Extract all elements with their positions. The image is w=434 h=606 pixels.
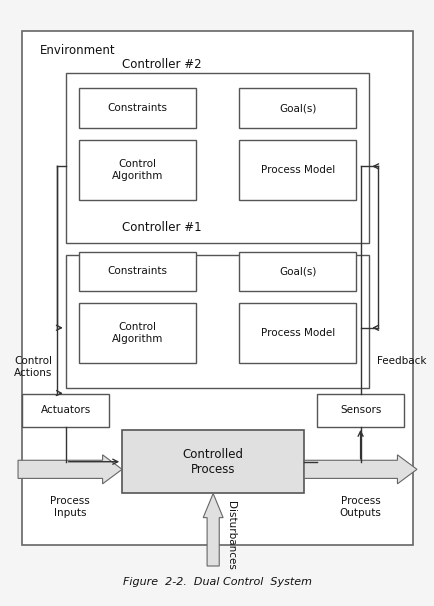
Bar — [316, 394, 403, 427]
Polygon shape — [203, 493, 223, 566]
Text: Feedback: Feedback — [376, 356, 426, 366]
Text: Goal(s): Goal(s) — [278, 103, 316, 113]
Bar — [66, 255, 368, 388]
Text: Goal(s): Goal(s) — [278, 266, 316, 276]
Bar — [239, 88, 355, 128]
Text: Figure  2-2.  Dual Control  System: Figure 2-2. Dual Control System — [123, 577, 311, 587]
Polygon shape — [303, 455, 416, 484]
Text: Control
Algorithm: Control Algorithm — [112, 322, 163, 344]
Bar — [122, 430, 303, 493]
Bar — [66, 73, 368, 242]
Text: Sensors: Sensors — [339, 405, 381, 415]
Text: Disturbances: Disturbances — [226, 501, 236, 570]
Text: Process Model: Process Model — [260, 328, 334, 338]
Polygon shape — [18, 455, 122, 484]
Bar — [79, 251, 195, 291]
Bar — [239, 140, 355, 200]
Text: Controller #1: Controller #1 — [122, 221, 201, 234]
Bar — [239, 303, 355, 364]
Text: Process
Outputs: Process Outputs — [339, 496, 381, 518]
Bar — [79, 303, 195, 364]
Text: Process Model: Process Model — [260, 165, 334, 175]
Text: Controlled
Process: Controlled Process — [182, 448, 243, 476]
Text: Environment: Environment — [39, 44, 115, 57]
Text: Process
Inputs: Process Inputs — [50, 496, 90, 518]
Bar — [22, 31, 412, 545]
Text: Constraints: Constraints — [107, 103, 167, 113]
Text: Control
Actions: Control Actions — [14, 356, 52, 378]
Bar — [79, 140, 195, 200]
Text: Constraints: Constraints — [107, 266, 167, 276]
Bar — [22, 394, 109, 427]
Bar — [239, 251, 355, 291]
Bar — [79, 88, 195, 128]
Text: Controller #2: Controller #2 — [122, 58, 201, 71]
Text: Control
Algorithm: Control Algorithm — [112, 159, 163, 181]
Text: Actuators: Actuators — [40, 405, 91, 415]
